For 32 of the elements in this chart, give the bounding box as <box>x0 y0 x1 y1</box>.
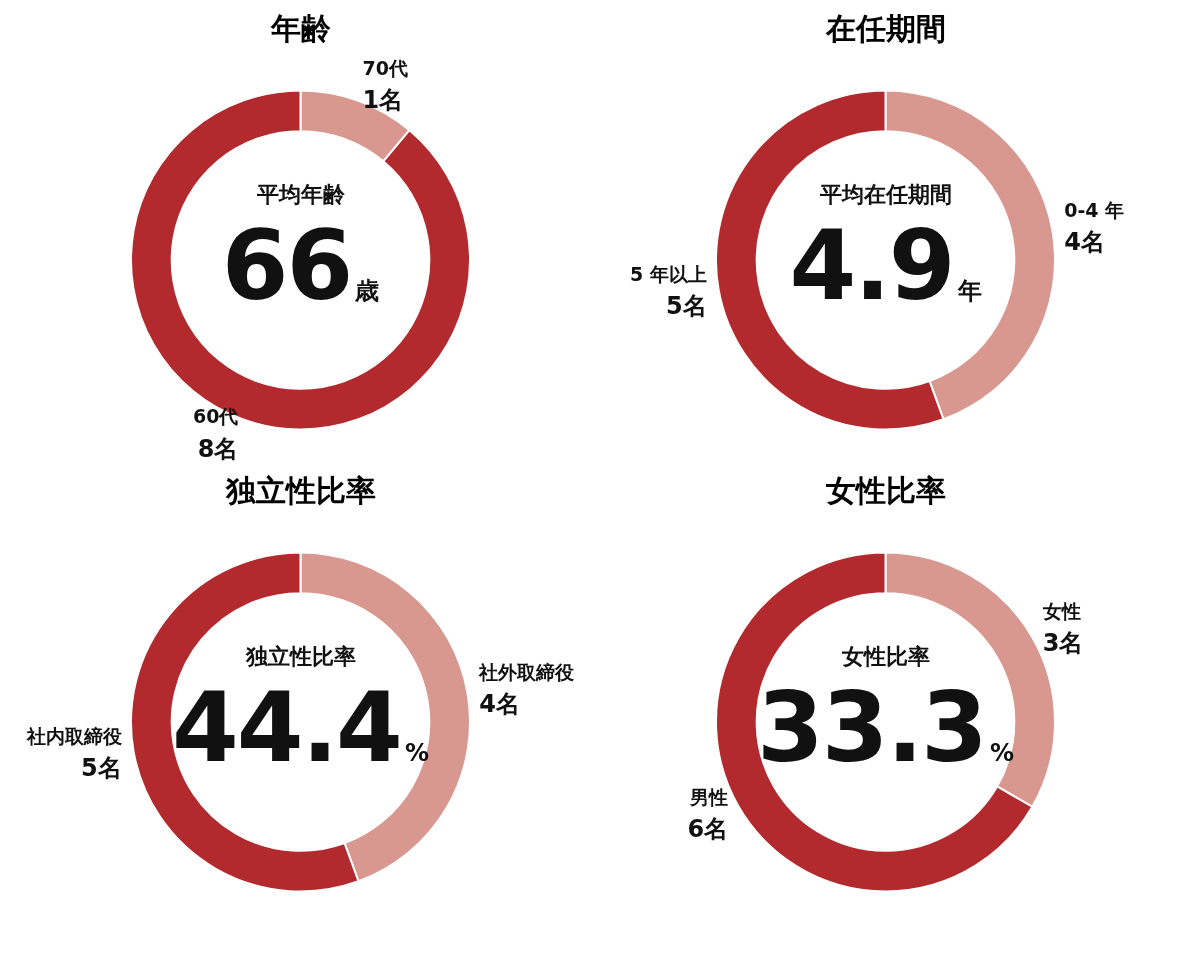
text: 女性比率 <box>841 644 930 669</box>
data-label: 8名 <box>197 434 239 463</box>
data-label: 5名 <box>666 292 707 321</box>
data-label: 1名 <box>362 85 404 114</box>
text: 独立性比率 <box>245 644 356 669</box>
text: % <box>989 739 1014 767</box>
slice-label: 70代 <box>362 56 409 79</box>
data-label: 5名 <box>81 754 122 783</box>
slice-label: 0-4 年 <box>1064 198 1125 221</box>
data-label: 4名 <box>479 690 520 719</box>
slice-label: 社内取締役 <box>25 725 123 748</box>
slice-label: 社外取締役 <box>478 660 576 683</box>
data-label: 6名 <box>687 814 729 843</box>
text: 33.3 <box>757 672 986 784</box>
slice-label: 男性 <box>689 785 729 808</box>
data-label: 4名 <box>1064 228 1105 257</box>
chart-title: 在任期間 <box>824 10 947 48</box>
text: 年 <box>957 277 982 305</box>
text: 66 <box>221 210 352 322</box>
chart-title: 独立性比率 <box>224 472 377 510</box>
slice-label: 5 年以上 <box>629 263 707 286</box>
text: 平均在任期間 <box>819 182 952 207</box>
text: 平均年齢 <box>255 181 346 209</box>
data-label: 3名 <box>1042 629 1084 658</box>
text: 4.9 <box>789 210 954 322</box>
chart-title: 年齢 <box>269 10 332 48</box>
slice-label: 女性 <box>1041 600 1081 623</box>
text: % <box>404 739 429 767</box>
chart-title: 女性比率 <box>824 472 947 510</box>
text: 歳 <box>355 277 380 305</box>
slice-label: 60代 <box>192 405 239 428</box>
text: 44.4 <box>172 672 401 784</box>
